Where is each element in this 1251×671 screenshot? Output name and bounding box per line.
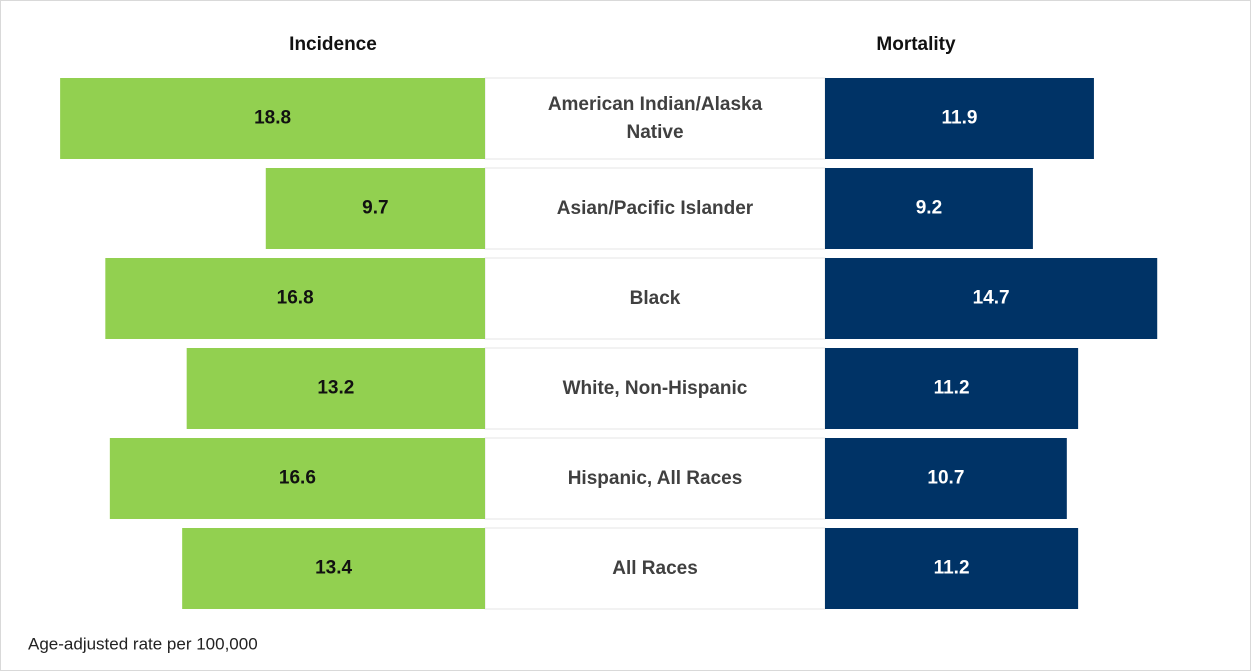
category-label-box: White, Non-Hispanic <box>562 377 748 399</box>
bar <box>825 78 1094 159</box>
value-label: 13.2 <box>317 378 354 399</box>
bar <box>60 78 486 159</box>
category-label-box: Hispanic, All Races <box>567 467 743 489</box>
bar <box>265 168 485 249</box>
bar <box>825 528 1079 609</box>
panel-title: Mortality <box>876 34 956 55</box>
value-label: 18.8 <box>254 108 291 129</box>
category-label: Hispanic, All Races <box>567 467 743 489</box>
bar <box>825 348 1079 429</box>
category-label: White, Non-Hispanic <box>562 377 748 399</box>
bar <box>109 438 485 519</box>
bar <box>186 348 485 429</box>
value-label: 11.9 <box>942 108 978 129</box>
category-label: Black <box>629 287 681 309</box>
category-cell <box>484 167 826 250</box>
category-label-box: All Races <box>612 557 698 579</box>
bar <box>825 258 1158 339</box>
bar <box>182 528 485 609</box>
category-cell <box>484 527 826 610</box>
category-cell <box>484 437 826 520</box>
value-label: 11.2 <box>934 558 970 579</box>
value-label: 14.7 <box>973 288 1010 309</box>
value-label: 10.7 <box>927 468 964 489</box>
value-label: 11.2 <box>934 378 970 399</box>
value-label: 9.7 <box>362 198 388 219</box>
value-label: 16.6 <box>279 468 316 489</box>
bar <box>105 258 485 339</box>
bar <box>825 168 1033 249</box>
category-label-box: Black <box>629 287 681 309</box>
value-label: 9.2 <box>916 198 942 219</box>
value-label: 16.8 <box>277 288 314 309</box>
category-cell <box>484 257 826 340</box>
panel-title: Incidence <box>289 34 377 55</box>
value-label: 13.4 <box>315 558 352 579</box>
category-label: All Races <box>612 557 698 579</box>
category-label: American Indian/Alaska Native <box>547 93 763 143</box>
footnote: Age-adjusted rate per 100,000 <box>28 634 258 653</box>
category-cell <box>484 77 826 160</box>
category-label-box: Asian/Pacific Islander <box>556 197 754 219</box>
bar <box>825 438 1067 519</box>
category-label: Asian/Pacific Islander <box>556 197 754 219</box>
category-label-box: American Indian/Alaska Native <box>547 93 763 143</box>
